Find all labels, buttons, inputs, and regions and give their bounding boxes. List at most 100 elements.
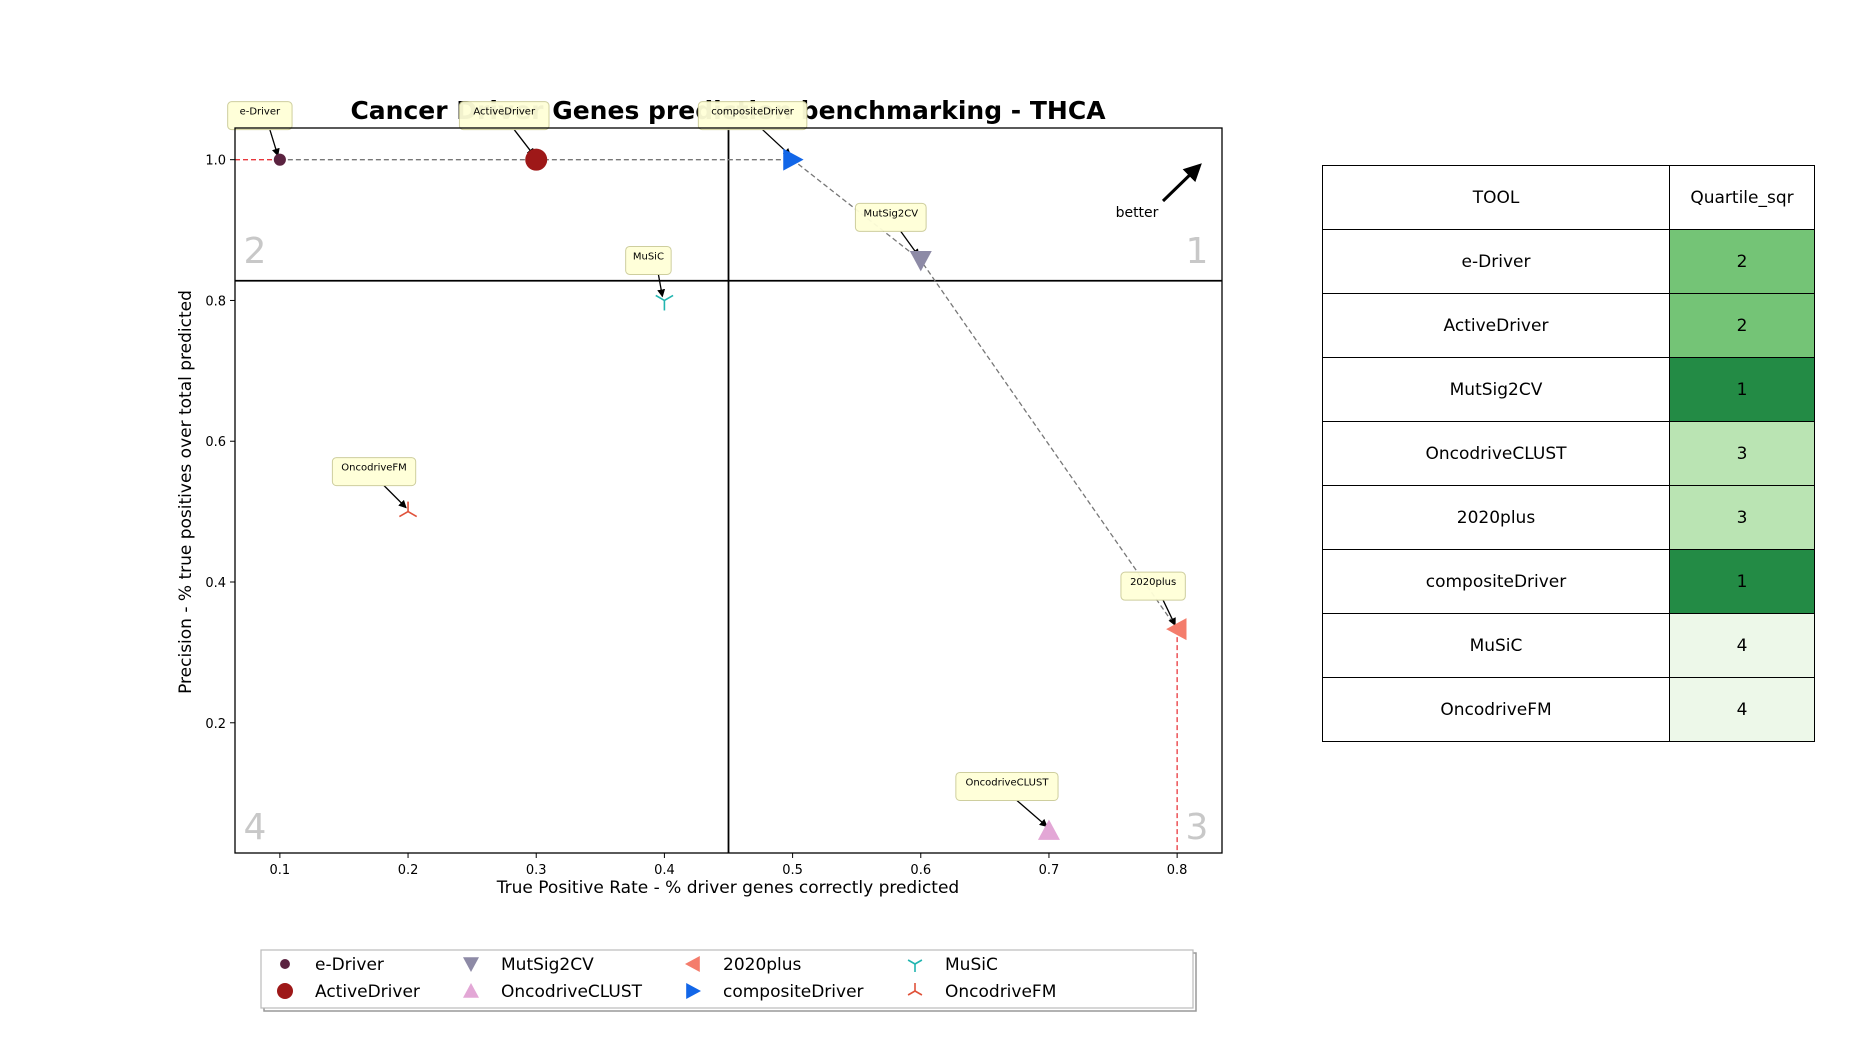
tool-cell: ActiveDriver: [1322, 293, 1670, 358]
y-tick-label: 0.8: [205, 294, 226, 309]
tool-cell: 2020plus: [1322, 485, 1670, 550]
annotation-box-compositedriver: [697, 101, 808, 131]
better-arrow: [1161, 163, 1202, 203]
point-e-driver: [273, 153, 286, 166]
header-tool: TOOL: [1322, 165, 1670, 230]
header-quartile: Quartile_sqr: [1669, 165, 1815, 230]
annotation-label-oncodrivefm: OncodriveFM: [341, 463, 407, 474]
legend-label-oncodriveclust: OncodriveCLUST: [501, 982, 643, 1002]
legend-label-oncodrivefm: OncodriveFM: [945, 982, 1056, 1002]
legend-label-activedriver: ActiveDriver: [315, 982, 420, 1002]
quartile-cell: 3: [1669, 485, 1815, 550]
quartile-cell: 2: [1669, 229, 1815, 294]
point-2020plus: [1166, 618, 1187, 641]
point-music-arm: [664, 294, 674, 302]
annotation-label-oncodriveclust: OncodriveCLUST: [965, 777, 1049, 788]
table-row: compositeDriver 1: [1322, 549, 1815, 614]
quartile-cell: 4: [1669, 613, 1815, 678]
table-row: MuSiC 4: [1322, 613, 1815, 678]
better-label: better: [1116, 205, 1159, 221]
table-row: OncodriveFM 4: [1322, 677, 1815, 742]
legend-label-music: MuSiC: [945, 955, 998, 975]
quadrant-label-2: 2: [244, 231, 267, 272]
tool-cell: MutSig2CV: [1322, 357, 1670, 422]
y-tick-label: 0.6: [205, 435, 226, 450]
annotation-label-e-driver: e-Driver: [240, 107, 281, 118]
quartile-cell: 1: [1669, 549, 1815, 614]
legend-marker-oncodrivefm-arm: [914, 990, 923, 996]
legend-marker-oncodriveclust: [463, 983, 479, 998]
x-tick-label: 0.8: [1167, 863, 1188, 878]
tool-cell: compositeDriver: [1322, 549, 1670, 614]
annotation-box-music: [625, 245, 672, 275]
annotation-label-activedriver: ActiveDriver: [473, 107, 536, 118]
point-oncodrivefm: [398, 501, 418, 518]
tool-cell: e-Driver: [1322, 229, 1670, 294]
quadrant-label-1: 1: [1186, 231, 1209, 272]
annotation-label-compositedriver: compositeDriver: [711, 107, 795, 118]
x-tick-label: 0.1: [270, 863, 291, 878]
table-row: MutSig2CV 1: [1322, 357, 1815, 422]
table-row: OncodriveCLUST 3: [1322, 421, 1815, 486]
legend-marker-music-arm: [914, 959, 923, 965]
legend-marker-e-driver: [280, 959, 290, 969]
quartile-cell: 3: [1669, 421, 1815, 486]
plot-frame: [234, 127, 1223, 854]
annotation-arrow-oncodriveclust: [1016, 799, 1048, 828]
x-tick-label: 0.6: [910, 863, 931, 878]
legend-marker-compositedriver: [686, 983, 701, 999]
quartile-table: TOOL Quartile_sqr e-Driver 2 ActiveDriver 2 Mu…: [1322, 165, 1815, 742]
legend-label-2020plus: 2020plus: [723, 955, 802, 975]
quadrant-label-4: 4: [244, 807, 267, 848]
x-axis-title: True Positive Rate - % driver genes corr…: [496, 878, 959, 898]
annotation-box-oncodriveclust: [955, 771, 1059, 801]
tool-cell: OncodriveFM: [1322, 677, 1670, 742]
legend-marker-oncodrivefm-arm: [907, 990, 916, 996]
x-tick-label: 0.4: [654, 863, 675, 878]
point-compositedriver: [783, 148, 804, 171]
legend-label-compositedriver: compositeDriver: [723, 982, 864, 1002]
x-tick-label: 0.3: [526, 863, 547, 878]
annotation-arrow-e-driver: [269, 129, 280, 157]
point-music: [655, 294, 674, 311]
annotation-label-music: MuSiC: [633, 251, 664, 262]
annotation-box-e-driver: [227, 101, 293, 131]
tool-cell: OncodriveCLUST: [1322, 421, 1670, 486]
legend-marker-music-arm: [907, 959, 916, 965]
x-tick-label: 0.7: [1039, 863, 1060, 878]
quartile-cell: 1: [1669, 357, 1815, 422]
table-row: e-Driver 2: [1322, 229, 1815, 294]
legend-label-e-driver: e-Driver: [315, 955, 384, 975]
legend-marker-music: [907, 959, 923, 972]
tool-cell: MuSiC: [1322, 613, 1670, 678]
plot-area: 1 2 3 4 e-Driver ActiveDriver MutSig2CV Oncodri…: [205, 101, 1223, 878]
point-oncodriveclust: [1037, 819, 1060, 840]
point-oncodrivefm-arm: [398, 510, 409, 518]
y-axis-title: Precision - % true positives over total …: [176, 290, 196, 694]
legend-marker-2020plus: [685, 956, 700, 972]
annotation-box-mutsig2cv: [854, 202, 927, 232]
quartile-cell: 2: [1669, 293, 1815, 358]
point-oncodrivefm-arm: [407, 510, 418, 518]
legend-marker-mutsig2cv: [463, 957, 479, 972]
legend: e-Driver ActiveDriver MutSig2CV OncodriveCL…: [260, 949, 1197, 1012]
annotation-box-2020plus: [1120, 571, 1186, 601]
y-tick-label: 0.4: [205, 576, 226, 591]
y-tick-label: 1.0: [205, 154, 226, 169]
point-activedriver: [525, 148, 548, 171]
legend-marker-oncodrivefm: [907, 983, 923, 996]
legend-frame: [260, 949, 1194, 1009]
annotation-label-mutsig2cv: MutSig2CV: [863, 208, 918, 219]
table-header-row: TOOL Quartile_sqr: [1322, 165, 1815, 230]
annotation-label-2020plus: 2020plus: [1130, 577, 1176, 588]
point-music-arm: [655, 294, 665, 302]
y-tick-label: 0.2: [205, 717, 226, 732]
table-row: 2020plus 3: [1322, 485, 1815, 550]
quartile-cell: 4: [1669, 677, 1815, 742]
annotation-arrow-music: [657, 274, 666, 298]
annotation-arrow-2020plus: [1162, 599, 1176, 627]
point-mutsig2cv: [909, 250, 932, 272]
annotation-box-activedriver: [458, 101, 550, 131]
table-row: ActiveDriver 2: [1322, 293, 1815, 358]
